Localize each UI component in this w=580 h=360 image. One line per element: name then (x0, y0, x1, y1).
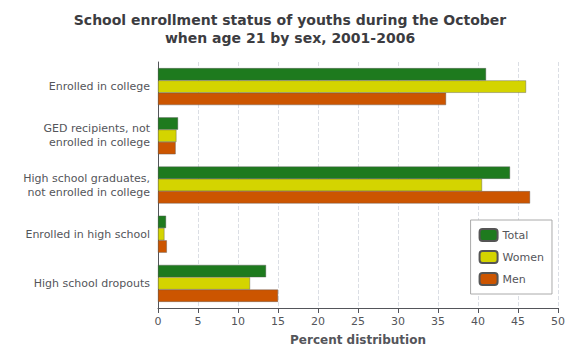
svg-text:School enrollment status of yo: School enrollment status of youths durin… (74, 12, 507, 28)
svg-text:25: 25 (351, 315, 365, 328)
svg-text:High school dropouts: High school dropouts (34, 277, 151, 290)
svg-text:Enrolled in college: Enrolled in college (49, 80, 150, 93)
svg-text:35: 35 (431, 315, 445, 328)
svg-text:GED recipients, not: GED recipients, not (44, 122, 151, 135)
svg-text:Total: Total (502, 229, 529, 242)
svg-text:30: 30 (391, 315, 405, 328)
svg-text:20: 20 (311, 315, 325, 328)
svg-text:not enrolled in college: not enrolled in college (27, 186, 150, 199)
svg-text:High school graduates,: High school graduates, (23, 172, 150, 185)
svg-text:10: 10 (231, 315, 245, 328)
svg-text:Percent distribution: Percent distribution (290, 333, 426, 347)
svg-text:45: 45 (511, 315, 525, 328)
svg-text:enrolled in college: enrolled in college (49, 136, 150, 149)
svg-text:Enrolled in high school: Enrolled in high school (25, 228, 150, 241)
svg-text:50: 50 (551, 315, 565, 328)
svg-text:40: 40 (471, 315, 485, 328)
svg-text:15: 15 (271, 315, 285, 328)
svg-text:Women: Women (503, 251, 544, 264)
svg-text:when age 21 by sex, 2001-2006: when age 21 by sex, 2001-2006 (165, 30, 415, 46)
svg-text:0: 0 (155, 315, 162, 328)
svg-text:Men: Men (503, 273, 526, 286)
svg-text:5: 5 (195, 315, 202, 328)
